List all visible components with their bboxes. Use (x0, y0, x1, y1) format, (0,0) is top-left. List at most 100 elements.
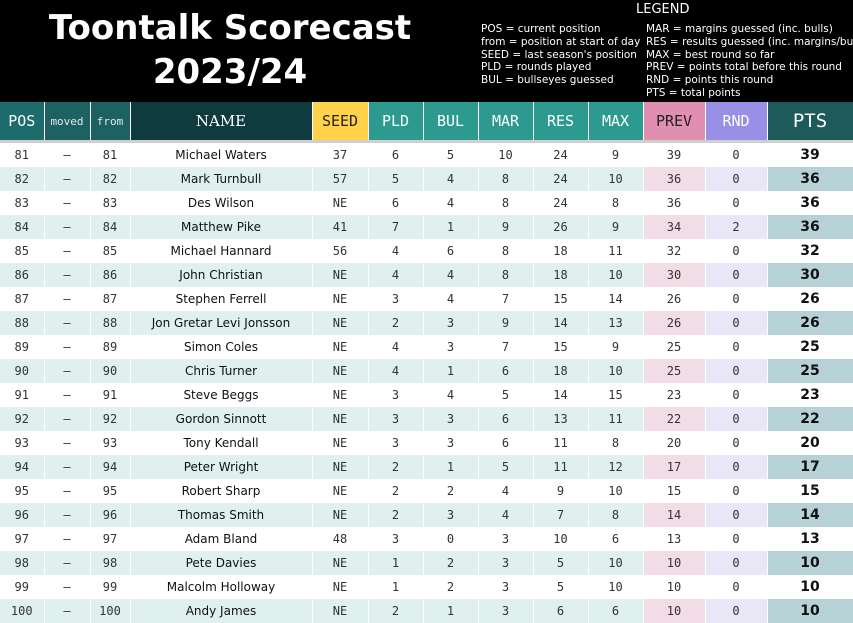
table-row: 81–81 Michael Waters 37 6 5 10 24 9 39 0 39 (0, 141, 853, 167)
cell-rnd: 0 (705, 311, 768, 335)
cell-prev: 14 (643, 503, 706, 527)
cell-pts: 36 (767, 215, 853, 239)
cell-moved: – (44, 599, 91, 623)
cell-prev: 26 (643, 311, 706, 335)
cell-moved: – (44, 215, 91, 239)
cell-prev: 34 (643, 215, 706, 239)
cell-max: 10 (588, 263, 644, 287)
cell-bul: 2 (423, 551, 479, 575)
cell-rnd: 0 (705, 335, 768, 359)
cell-name: John Christian (130, 263, 313, 287)
legend-item: BUL = bullseyes guessed (481, 74, 614, 87)
cell-moved: – (44, 167, 91, 191)
col-from-header: from (90, 102, 131, 143)
cell-bul: 4 (423, 191, 479, 215)
cell-seed: NE (312, 431, 369, 455)
cell-mar: 6 (478, 431, 534, 455)
cell-res: 11 (533, 431, 589, 455)
table-row: 90–90 Chris Turner NE 4 1 6 18 10 25 0 25 (0, 359, 853, 383)
cell-pos: 91 (0, 383, 45, 407)
cell-bul: 3 (423, 431, 479, 455)
cell-from: 93 (90, 431, 131, 455)
cell-prev: 17 (643, 455, 706, 479)
cell-rnd: 0 (705, 527, 768, 551)
cell-max: 8 (588, 191, 644, 215)
cell-rnd: 0 (705, 141, 768, 167)
table-row: 85–85 Michael Hannard 56 4 6 8 18 11 32 0 32 (0, 239, 853, 263)
col-pts-header: PTS (767, 102, 853, 143)
cell-mar: 6 (478, 407, 534, 431)
table-row: 93–93 Tony Kendall NE 3 3 6 11 8 20 0 20 (0, 431, 853, 455)
col-seed-header: SEED (312, 102, 369, 143)
cell-res: 6 (533, 599, 589, 623)
legend-title: LEGEND (636, 2, 690, 17)
cell-max: 10 (588, 551, 644, 575)
cell-pts: 36 (767, 167, 853, 191)
cell-pld: 1 (368, 575, 424, 599)
cell-from: 97 (90, 527, 131, 551)
cell-res: 9 (533, 479, 589, 503)
cell-seed: NE (312, 191, 369, 215)
cell-from: 90 (90, 359, 131, 383)
cell-pts: 25 (767, 335, 853, 359)
cell-pos: 89 (0, 335, 45, 359)
cell-name: Robert Sharp (130, 479, 313, 503)
legend-item: RND = points this round (646, 74, 774, 87)
cell-moved: – (44, 479, 91, 503)
cell-pos: 98 (0, 551, 45, 575)
header-banner: Toontalk Scorecast 2023/24 LEGEND POS = … (0, 0, 853, 102)
cell-pos: 90 (0, 359, 45, 383)
cell-mar: 3 (478, 575, 534, 599)
cell-rnd: 0 (705, 383, 768, 407)
cell-bul: 3 (423, 311, 479, 335)
table-row: 95–95 Robert Sharp NE 2 2 4 9 10 15 0 15 (0, 479, 853, 503)
title-line-1: Toontalk Scorecast (48, 8, 412, 48)
cell-pts: 25 (767, 359, 853, 383)
cell-from: 85 (90, 239, 131, 263)
cell-pld: 3 (368, 383, 424, 407)
cell-pld: 4 (368, 239, 424, 263)
cell-from: 89 (90, 335, 131, 359)
cell-name: Pete Davies (130, 551, 313, 575)
cell-prev: 23 (643, 383, 706, 407)
cell-max: 10 (588, 575, 644, 599)
legend-item: PTS = total points (646, 86, 741, 99)
table-row: 87–87 Stephen Ferrell NE 3 4 7 15 14 26 0 26 (0, 287, 853, 311)
col-bul-header: BUL (423, 102, 479, 143)
cell-max: 12 (588, 455, 644, 479)
cell-rnd: 0 (705, 455, 768, 479)
cell-pts: 10 (767, 575, 853, 599)
cell-from: 100 (90, 599, 131, 623)
cell-bul: 0 (423, 527, 479, 551)
cell-res: 26 (533, 215, 589, 239)
cell-mar: 3 (478, 599, 534, 623)
cell-bul: 4 (423, 287, 479, 311)
cell-max: 10 (588, 167, 644, 191)
cell-max: 14 (588, 287, 644, 311)
cell-moved: – (44, 551, 91, 575)
cell-moved: – (44, 503, 91, 527)
cell-max: 8 (588, 431, 644, 455)
cell-max: 10 (588, 359, 644, 383)
cell-res: 24 (533, 141, 589, 167)
cell-res: 5 (533, 551, 589, 575)
cell-seed: NE (312, 407, 369, 431)
cell-name: Chris Turner (130, 359, 313, 383)
cell-seed: NE (312, 311, 369, 335)
cell-pld: 2 (368, 503, 424, 527)
legend-item: POS = current position (481, 23, 601, 35)
cell-pts: 17 (767, 455, 853, 479)
cell-pos: 84 (0, 215, 45, 239)
cell-pts: 15 (767, 479, 853, 503)
cell-seed: NE (312, 359, 369, 383)
cell-pld: 2 (368, 599, 424, 623)
col-res-header: RES (533, 102, 589, 143)
cell-seed: NE (312, 503, 369, 527)
cell-moved: – (44, 359, 91, 383)
table-row: 99–99 Malcolm Holloway NE 1 2 3 5 10 10 0 10 (0, 575, 853, 599)
cell-seed: NE (312, 335, 369, 359)
cell-seed: NE (312, 287, 369, 311)
cell-from: 86 (90, 263, 131, 287)
cell-moved: – (44, 287, 91, 311)
cell-name: Mark Turnbull (130, 167, 313, 191)
